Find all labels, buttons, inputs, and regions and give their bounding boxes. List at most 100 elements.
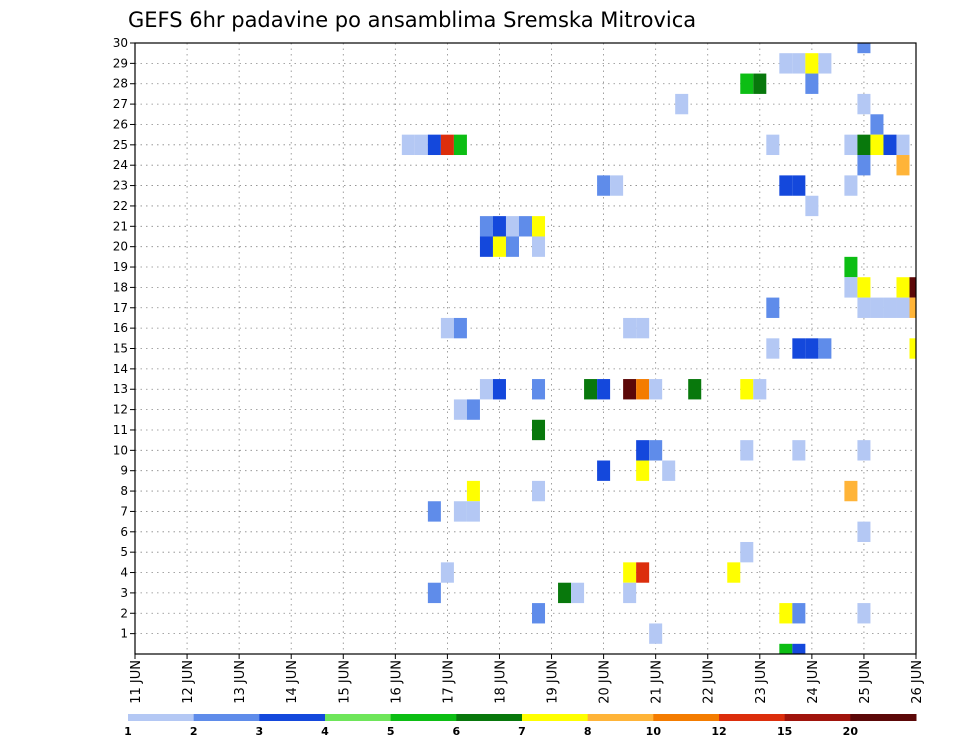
x-tick-label: 16 JUN: [389, 660, 404, 704]
heatmap-cell: [662, 460, 676, 481]
heatmap-cell: [909, 338, 916, 359]
y-axis: 1234567891011121314151617181920212223242…: [113, 36, 135, 641]
heatmap-cell: [532, 603, 546, 624]
heatmap-cell: [453, 501, 467, 522]
heatmap-cell: [792, 643, 806, 654]
heatmap-cell: [766, 134, 780, 156]
y-tick-label: 12: [113, 403, 128, 417]
heatmap-cell: [779, 53, 793, 74]
heatmap-cell: [740, 379, 754, 400]
heatmap-cell: [857, 440, 871, 461]
y-tick-label: 14: [113, 362, 128, 376]
heatmap-cell: [623, 379, 637, 400]
colorbar-swatch: [653, 714, 720, 721]
y-tick-label: 20: [113, 240, 128, 254]
heatmap-cell: [453, 317, 467, 339]
y-tick-label: 1: [120, 627, 128, 641]
heatmap-cell: [883, 134, 897, 156]
heatmap-cell: [466, 501, 480, 522]
heatmap-cell: [857, 277, 871, 298]
y-tick-label: 30: [113, 36, 128, 50]
x-tick-label: 18 JUN: [493, 660, 508, 704]
data-cells: [401, 43, 916, 654]
heatmap-cell: [792, 175, 806, 196]
heatmap-cell: [857, 43, 871, 54]
y-tick-label: 7: [120, 504, 128, 518]
colorbar-tick-label: 2: [190, 725, 198, 738]
heatmap-cell: [479, 379, 493, 400]
heatmap-cell: [636, 460, 650, 481]
heatmap-cell: [440, 134, 454, 156]
heatmap-cell: [857, 93, 871, 115]
heatmap-cell: [492, 379, 506, 400]
heatmap-cell: [440, 562, 454, 583]
chart-title: GEFS 6hr padavine po ansamblima Sremska …: [128, 8, 696, 32]
heatmap-cell: [792, 603, 806, 624]
y-tick-label: 27: [113, 97, 128, 111]
heatmap-cell: [844, 134, 858, 156]
y-tick-label: 17: [113, 301, 128, 315]
heatmap-cell: [623, 562, 637, 583]
heatmap-cell: [896, 297, 910, 318]
colorbar-swatch: [587, 714, 654, 721]
heatmap-cell: [805, 73, 819, 94]
heatmap-cell: [792, 440, 806, 461]
heatmap-cell: [518, 216, 533, 237]
heatmap-cell: [414, 134, 428, 156]
heatmap-cell: [427, 134, 441, 156]
heatmap-cell: [909, 277, 916, 298]
heatmap-cell: [805, 195, 819, 217]
y-tick-label: 6: [120, 525, 128, 539]
heatmap-cell: [779, 175, 793, 196]
heatmap-cell: [883, 297, 897, 318]
heatmap-cell: [427, 501, 441, 522]
colorbar-tick-label: 8: [584, 725, 592, 738]
heatmap-cell: [479, 216, 493, 237]
heatmap-cell: [896, 277, 910, 298]
heatmap-cell: [466, 480, 480, 502]
x-tick-label: 25 JUN: [858, 660, 873, 704]
heatmap-cell: [857, 155, 871, 176]
colorbar-swatch: [390, 714, 457, 721]
heatmap-cell: [870, 114, 884, 135]
colorbar-tick-label: 12: [711, 725, 726, 738]
heatmap-cell: [610, 175, 624, 196]
colorbar-tick-label: 1: [124, 725, 132, 738]
heatmap-cell: [636, 379, 650, 400]
heatmap-cell: [870, 134, 884, 156]
colorbar-legend: 1 2 3 4 5 6 7 8 10 12 15 20: [124, 714, 917, 738]
heatmap-cell: [532, 236, 546, 257]
colorbar-tick-label: 3: [256, 725, 264, 738]
heatmap-cell: [818, 338, 832, 359]
heatmap-cell: [636, 562, 650, 583]
heatmap-cell: [727, 562, 741, 583]
heatmap-cell: [623, 317, 637, 339]
y-tick-label: 25: [113, 138, 128, 152]
y-tick-label: 16: [113, 321, 128, 335]
heatmap-cell: [740, 541, 754, 563]
colorbar-tick-label: 4: [321, 725, 329, 738]
heatmap-cell: [870, 297, 884, 318]
heatmap-cell: [466, 399, 480, 420]
heatmap-cell: [636, 317, 650, 339]
colorbar-tick-label: 6: [453, 725, 461, 738]
y-tick-label: 28: [113, 77, 128, 91]
x-tick-label: 23 JUN: [754, 660, 769, 704]
y-tick-label: 8: [120, 484, 128, 498]
heatmap-cell: [740, 440, 754, 461]
heatmap-cell: [597, 175, 611, 196]
heatmap-cell: [440, 317, 454, 339]
y-tick-label: 24: [113, 158, 128, 172]
x-tick-label: 15 JUN: [337, 660, 352, 704]
colorbar-swatch: [456, 714, 523, 721]
colorbar-swatch: [522, 714, 589, 721]
colorbar-swatch: [193, 714, 260, 721]
heatmap-cell: [532, 419, 546, 441]
y-tick-label: 10: [113, 443, 128, 457]
y-tick-label: 13: [113, 382, 128, 396]
heatmap-cell: [766, 297, 780, 318]
heatmap-cell: [844, 480, 858, 502]
colorbar-tick-label: 5: [387, 725, 395, 738]
colorbar-tick-label: 7: [518, 725, 526, 738]
